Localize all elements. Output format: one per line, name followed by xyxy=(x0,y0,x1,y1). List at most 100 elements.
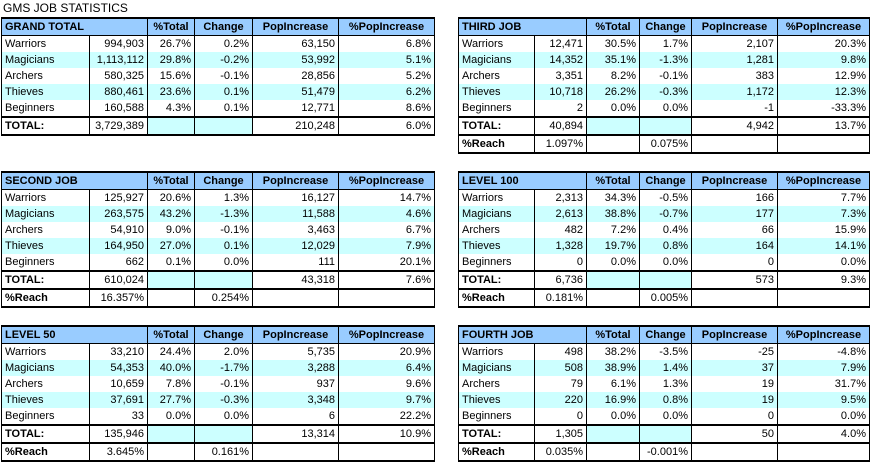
cell-pct: 20.6% xyxy=(147,189,195,206)
table-row: Thieves 880,461 23.6% 0.1% 51,479 6.2% xyxy=(1,84,435,100)
cell-pct: 0.0% xyxy=(586,100,640,117)
empty-cell xyxy=(586,116,640,136)
table-row: Beginners 0 0.0% 0.0% 0 0.0% xyxy=(458,408,870,425)
table-row: Beginners 33 0.0% 0.0% 6 22.2% xyxy=(1,408,435,425)
table-row: Archers 54,910 9.0% -0.1% 3,463 6.7% xyxy=(1,222,435,238)
reach-label: %Reach xyxy=(458,289,535,308)
col-pct-pop-increase: %PopIncrease xyxy=(338,171,435,190)
col-pop-increase: PopIncrease xyxy=(691,171,778,190)
cell-poppct: 9.5% xyxy=(777,392,870,408)
row-label: Beginners xyxy=(458,408,535,425)
cell-change: 0.1% xyxy=(194,238,253,254)
total-row: TOTAL: 610,024 43,318 7.6% xyxy=(1,270,435,290)
cell-change: -0.3% xyxy=(194,392,253,408)
cell-pct: 40.0% xyxy=(147,360,195,376)
col-pct-pop-increase: %PopIncrease xyxy=(338,325,435,344)
cell-poppct: 5.1% xyxy=(338,52,435,68)
cell-pop: 937 xyxy=(252,376,339,392)
total-pop: 210,248 xyxy=(252,116,339,136)
cell-pct: 38.8% xyxy=(586,206,640,222)
empty-cell xyxy=(147,289,195,308)
cell-poppct: 12.9% xyxy=(777,68,870,84)
row-label: Thieves xyxy=(1,84,90,100)
row-label: Archers xyxy=(458,376,535,392)
cell-change: 0.0% xyxy=(639,100,692,117)
cell-count: 10,718 xyxy=(534,84,587,100)
table-row: Thieves 10,718 26.2% -0.3% 1,172 12.3% xyxy=(458,84,870,100)
cell-count: 508 xyxy=(534,360,587,376)
cell-count: 3,351 xyxy=(534,68,587,84)
table-name: THIRD JOB xyxy=(458,17,587,36)
total-count: 40,894 xyxy=(534,116,587,136)
cell-poppct: 7.3% xyxy=(777,206,870,222)
cell-pct: 30.5% xyxy=(586,35,640,52)
total-pop: 573 xyxy=(691,270,778,290)
total-poppct: 9.3% xyxy=(777,270,870,290)
cell-poppct: 6.8% xyxy=(338,35,435,52)
reach-row: %Reach 1.097% 0.075% xyxy=(458,135,870,154)
cell-pct: 27.7% xyxy=(147,392,195,408)
col-pop-increase: PopIncrease xyxy=(691,17,778,36)
table-name: LEVEL 50 xyxy=(1,325,148,344)
cell-count: 0 xyxy=(534,408,587,425)
cell-poppct: -33.3% xyxy=(777,100,870,117)
cell-count: 79 xyxy=(534,376,587,392)
col-change: Change xyxy=(194,171,253,190)
cell-pop: 19 xyxy=(691,392,778,408)
cell-pop: 2,107 xyxy=(691,35,778,52)
cell-pct: 0.0% xyxy=(586,254,640,271)
table-header-row: THIRD JOB %Total Change PopIncrease %Pop… xyxy=(458,17,870,36)
cell-count: 33 xyxy=(89,408,148,425)
cell-pop: 3,348 xyxy=(252,392,339,408)
total-row: TOTAL: 1,305 50 4.0% xyxy=(458,424,870,444)
total-label: TOTAL: xyxy=(458,424,535,444)
row-label: Magicians xyxy=(1,206,90,222)
second-job-table: SECOND JOB %Total Change PopIncrease %Po… xyxy=(1,171,435,308)
cell-pct: 15.6% xyxy=(147,68,195,84)
reach-change: 0.005% xyxy=(639,289,692,308)
cell-pop: 111 xyxy=(252,254,339,271)
cell-count: 54,910 xyxy=(89,222,148,238)
row-label: Archers xyxy=(1,68,90,84)
empty-cell xyxy=(252,443,339,462)
empty-cell xyxy=(586,270,640,290)
row-label: Thieves xyxy=(458,392,535,408)
row-label: Thieves xyxy=(1,392,90,408)
cell-count: 482 xyxy=(534,222,587,238)
table-header-row: LEVEL 50 %Total Change PopIncrease %PopI… xyxy=(1,325,435,344)
row-label: Thieves xyxy=(458,84,535,100)
cell-count: 2,313 xyxy=(534,189,587,206)
cell-count: 1,113,112 xyxy=(89,52,148,68)
total-row: TOTAL: 6,736 573 9.3% xyxy=(458,270,870,290)
cell-change: 0.0% xyxy=(194,408,253,425)
cell-pct: 35.1% xyxy=(586,52,640,68)
row-label: Magicians xyxy=(458,206,535,222)
col-pct-total: %Total xyxy=(586,325,640,344)
total-row: TOTAL: 135,946 13,314 10.9% xyxy=(1,424,435,444)
cell-poppct: 5.2% xyxy=(338,68,435,84)
empty-cell xyxy=(338,289,435,308)
cell-pop: -25 xyxy=(691,343,778,360)
cell-poppct: 31.7% xyxy=(777,376,870,392)
empty-cell xyxy=(194,116,253,136)
reach-row: %Reach 16.357% 0.254% xyxy=(1,289,435,308)
empty-cell xyxy=(639,270,692,290)
table-row: Beginners 160,588 4.3% 0.1% 12,771 8.6% xyxy=(1,100,435,117)
cell-pop: 1,172 xyxy=(691,84,778,100)
table-row: Warriors 994,903 26.7% 0.2% 63,150 6.8% xyxy=(1,35,435,52)
cell-change: 1.4% xyxy=(639,360,692,376)
cell-pop: 66 xyxy=(691,222,778,238)
empty-cell xyxy=(147,424,195,444)
cell-pct: 38.2% xyxy=(586,343,640,360)
total-poppct: 7.6% xyxy=(338,270,435,290)
cell-poppct: 4.6% xyxy=(338,206,435,222)
cell-count: 54,353 xyxy=(89,360,148,376)
cell-poppct: 22.2% xyxy=(338,408,435,425)
cell-change: -0.1% xyxy=(639,68,692,84)
empty-cell xyxy=(639,424,692,444)
reach-value: 3.645% xyxy=(89,443,148,462)
table-name: GRAND TOTAL xyxy=(1,17,148,36)
cell-pct: 26.7% xyxy=(147,35,195,52)
cell-pop: 164 xyxy=(691,238,778,254)
table-row: Beginners 662 0.1% 0.0% 111 20.1% xyxy=(1,254,435,271)
